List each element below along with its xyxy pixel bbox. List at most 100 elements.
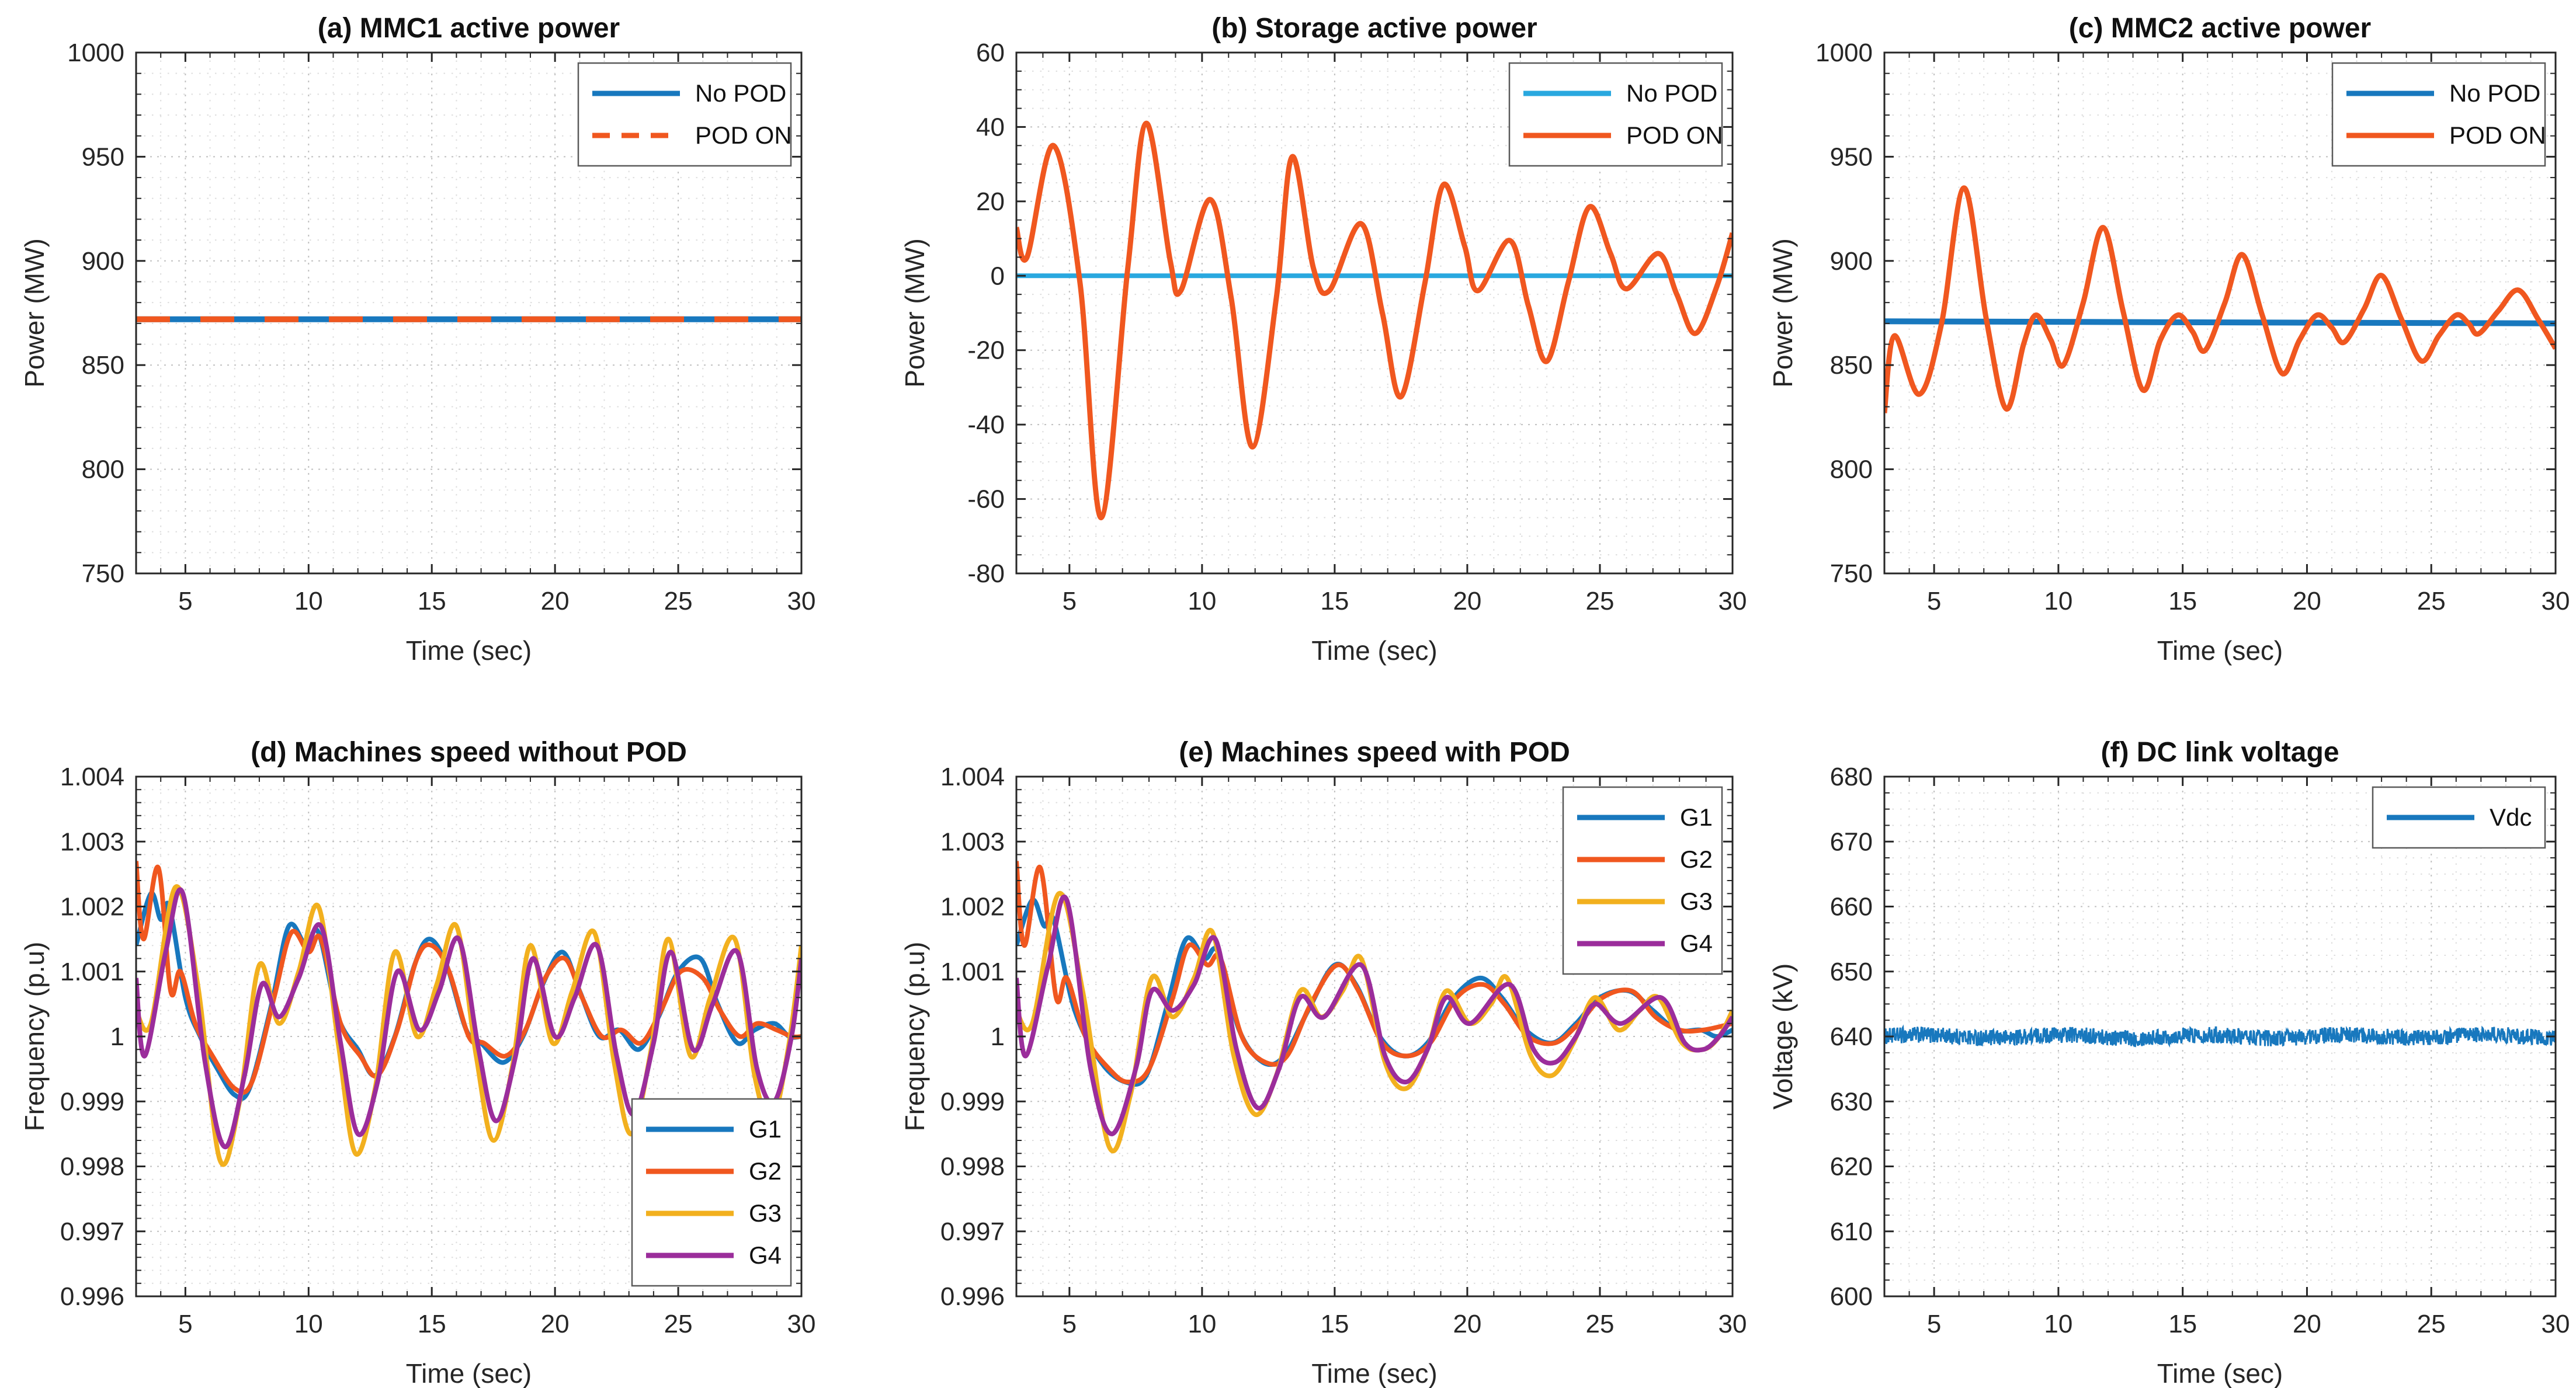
y-tick-label: 1 <box>991 1022 1005 1051</box>
y-tick-label: 0.999 <box>60 1087 124 1116</box>
y-tick-label: -80 <box>967 559 1005 588</box>
x-tick-label: 15 <box>2168 587 2197 615</box>
y-tick-label: 680 <box>1830 763 1873 791</box>
chart-title: (c) MMC2 active power <box>2069 13 2371 44</box>
y-tick-label: 1.002 <box>940 893 1005 921</box>
y-tick-label: 750 <box>1830 559 1873 588</box>
subplot-d: 5 10 15 20 25 30 0.996 0.997 0.998 0.999 1 1.001 1.0… <box>19 737 815 1388</box>
axes-box-group <box>135 775 803 1297</box>
subplot-a: 5 10 15 20 25 30 750 800 850 900 950 1000 (a) MMC1 a… <box>19 13 815 666</box>
series-group <box>136 861 801 1167</box>
y-tick-label: 1000 <box>1815 39 1873 67</box>
y-axis-label: Frequency (p.u) <box>900 942 930 1132</box>
x-tick-label: 5 <box>1063 587 1077 615</box>
x-tick-label: 10 <box>2044 587 2072 615</box>
series-group <box>1884 185 2556 413</box>
grid-minor <box>1884 777 2556 1296</box>
y-tick-label: -40 <box>967 411 1005 439</box>
y-tick-label: 0.996 <box>940 1282 1005 1311</box>
x-axis-label: Time (sec) <box>1311 635 1438 666</box>
x-tick-label: 25 <box>2417 587 2446 615</box>
x-tick-label: 5 <box>178 587 192 615</box>
x-tick-label: 10 <box>294 1310 323 1338</box>
x-tick-label: 25 <box>664 587 693 615</box>
x-tick-label: 20 <box>1453 587 1481 615</box>
series-pod-on <box>1016 120 1733 520</box>
y-tick-label: 640 <box>1830 1022 1873 1051</box>
y-tick-label: 850 <box>82 351 124 380</box>
series-group <box>1016 861 1733 1154</box>
y-tick-label: 0 <box>991 262 1005 290</box>
x-axis-label: Time (sec) <box>406 1358 532 1388</box>
x-tick-label: 15 <box>2168 1310 2197 1338</box>
legend-label: POD ON <box>695 121 792 149</box>
x-tick-label: 5 <box>1063 1310 1077 1338</box>
y-tick-label: 900 <box>1830 247 1873 276</box>
y-tick-label: 20 <box>976 187 1005 216</box>
chart-title: (b) Storage active power <box>1211 13 1537 44</box>
legend-label: G3 <box>1680 888 1713 915</box>
x-tick-label: 10 <box>2044 1310 2072 1338</box>
legend-box <box>577 62 792 167</box>
x-tick-label: 5 <box>1927 1310 1941 1338</box>
x-tick-label: 25 <box>2417 1310 2446 1338</box>
grid-minor <box>136 53 801 573</box>
x-tick-label: 20 <box>541 587 570 615</box>
x-tick-label: 10 <box>1188 1310 1216 1338</box>
x-tick-label: 20 <box>541 1310 570 1338</box>
y-tick-label: 850 <box>1830 351 1873 380</box>
y-tick-label: 1000 <box>67 39 124 67</box>
y-axis-label: Power (MW) <box>900 238 930 388</box>
y-tick-label: 950 <box>82 142 124 171</box>
y-tick-label: 1.004 <box>940 763 1005 791</box>
x-tick-label: 30 <box>2542 587 2570 615</box>
legend-label: No POD <box>1626 79 1717 107</box>
y-tick-label: 620 <box>1830 1153 1873 1181</box>
axes-box <box>1883 51 2557 575</box>
x-tick-label: 15 <box>418 1310 446 1338</box>
x-tick-label: 30 <box>1719 1310 1747 1338</box>
y-tick-label: 1.004 <box>60 763 124 791</box>
y-tick-label: 0.997 <box>940 1217 1005 1246</box>
x-tick-label: 5 <box>1927 587 1941 615</box>
axes-box-group <box>1883 775 2557 1297</box>
legend-label: G2 <box>1680 846 1713 873</box>
legend: No POD POD ON <box>577 62 792 167</box>
legend-label: G2 <box>749 1157 782 1185</box>
x-tick-label: 10 <box>1188 587 1216 615</box>
legend: No POD POD ON <box>2331 62 2546 167</box>
legend: G1 G2 G3 G4 <box>1562 786 1723 975</box>
legend-label: Vdc <box>2490 803 2532 831</box>
series-g1 <box>136 890 801 1101</box>
y-tick-label: 1.003 <box>60 827 124 856</box>
grid-major <box>1884 53 2556 573</box>
x-tick-label: 10 <box>294 587 323 615</box>
series-g2 <box>136 861 801 1095</box>
y-tick-label: 670 <box>1830 827 1873 856</box>
y-tick-label: 800 <box>1830 455 1873 484</box>
axes-box-group <box>1015 775 1734 1297</box>
subplot-e: 5 10 15 20 25 30 0.996 0.997 0.998 0.999 1 1.001 1.0… <box>900 737 1747 1388</box>
chart-title: (e) Machines speed with POD <box>1179 737 1570 768</box>
y-tick-label: 40 <box>976 113 1005 141</box>
grid-minor <box>1016 777 1733 1296</box>
x-tick-label: 30 <box>1719 587 1747 615</box>
y-tick-label: 950 <box>1830 142 1873 171</box>
y-tick-label: 650 <box>1830 958 1873 986</box>
y-tick-label: 1.001 <box>60 958 124 986</box>
axes-box <box>135 51 803 575</box>
y-tick-label: 660 <box>1830 893 1873 921</box>
legend-label: POD ON <box>2449 121 2546 149</box>
y-tick-label: 750 <box>82 559 124 588</box>
series-g4 <box>1016 894 1733 1136</box>
series-group <box>1016 120 1733 520</box>
chart-title: (f) DC link voltage <box>2101 737 2339 768</box>
legend-label: G3 <box>749 1199 782 1227</box>
x-tick-label: 30 <box>2542 1310 2570 1338</box>
x-tick-label: 15 <box>418 587 446 615</box>
x-tick-label: 30 <box>787 587 816 615</box>
y-tick-label: 0.998 <box>60 1153 124 1181</box>
y-tick-label: 1 <box>110 1022 124 1051</box>
